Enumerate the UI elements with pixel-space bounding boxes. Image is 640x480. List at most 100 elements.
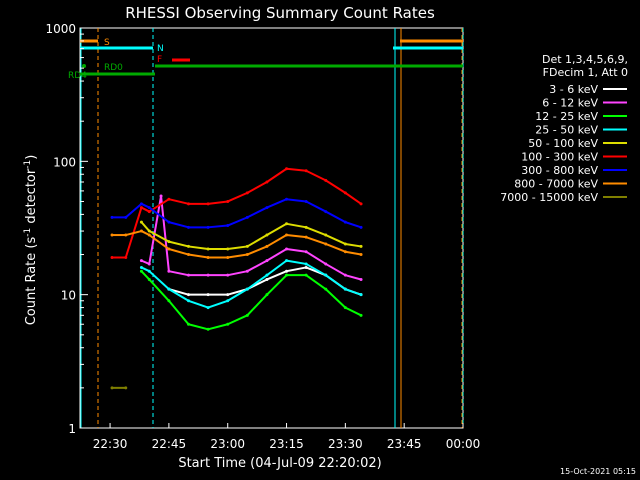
series-point — [124, 386, 128, 390]
series-point — [285, 269, 289, 273]
series-segment — [148, 195, 163, 265]
series-point — [285, 222, 289, 226]
series-layer — [110, 167, 363, 390]
series-point — [245, 191, 249, 195]
series-segment — [286, 222, 307, 229]
series-segment — [227, 216, 248, 227]
series-point — [147, 210, 151, 214]
series-segment — [168, 221, 189, 229]
x-tick-label: 23:00 — [210, 437, 245, 451]
series-point — [343, 306, 347, 310]
series-point — [285, 167, 289, 171]
series-point — [139, 265, 143, 269]
series-point — [265, 259, 269, 263]
flag-bars: S NF RD0 RD4 — [68, 38, 463, 81]
x-axis-label: Start Time (04-Jul-09 22:20:02) — [178, 456, 381, 471]
series-segment — [266, 167, 288, 183]
series-point — [324, 262, 328, 266]
series-point — [139, 259, 143, 263]
series-segment — [286, 234, 307, 239]
series-segment — [266, 259, 288, 276]
series-segment — [246, 293, 268, 317]
series-point — [186, 273, 190, 277]
series-segment — [140, 270, 151, 281]
series-point — [324, 273, 328, 277]
series-segment — [305, 263, 327, 277]
series-segment — [286, 259, 307, 265]
series-segment — [227, 245, 248, 251]
series-point — [110, 233, 114, 237]
series-point — [285, 197, 289, 201]
series-point — [167, 287, 171, 291]
series-point — [304, 225, 308, 229]
series-segment — [305, 236, 327, 245]
y-axis-label: Count Rate (s-1 detector-1) — [23, 155, 39, 326]
series-segment — [325, 263, 346, 277]
svg-text:Count Rate (s-1 detector-1): Count Rate (s-1 detector-1) — [23, 155, 39, 326]
flag-label-f: F — [157, 55, 162, 65]
series-point — [206, 273, 210, 277]
series-point — [206, 327, 210, 331]
series-6 — [110, 197, 363, 229]
y-tick-label: 10 — [61, 289, 76, 303]
series-segment — [325, 274, 346, 290]
series-segment — [286, 248, 307, 253]
series-point — [304, 273, 308, 277]
x-tick-label: 23:30 — [328, 437, 363, 451]
series-point — [226, 293, 230, 297]
y-tick-label: 1 — [68, 422, 76, 436]
series-point — [186, 322, 190, 326]
chart-title: RHESSI Observing Summary Count Rates — [125, 4, 435, 22]
legend-label: 12 - 25 keV — [535, 110, 598, 123]
series-segment — [325, 288, 347, 309]
series-point — [359, 277, 363, 281]
series-point — [186, 299, 190, 303]
series-point — [206, 293, 210, 297]
series-point — [110, 255, 114, 259]
series-point — [206, 225, 210, 229]
series-segment — [266, 234, 288, 248]
series-segment — [148, 270, 170, 290]
series-point — [226, 299, 230, 303]
series-point — [124, 215, 128, 219]
series-segment — [305, 200, 327, 213]
x-tick-label: 22:30 — [93, 437, 128, 451]
series-segment — [344, 192, 362, 205]
series-segment — [345, 221, 362, 229]
series-segment — [246, 206, 268, 219]
x-tick-label: 23:15 — [269, 437, 304, 451]
series-point — [359, 202, 363, 206]
flag-label-n: N — [157, 44, 164, 54]
series-segment — [344, 306, 362, 317]
series-segment — [227, 270, 248, 277]
series-point — [167, 247, 171, 251]
series-point — [139, 229, 143, 233]
series-point — [206, 202, 210, 206]
series-point — [139, 269, 143, 273]
series-point — [124, 255, 128, 259]
series-point — [147, 233, 151, 237]
series-2 — [139, 269, 363, 331]
x-tick-label: 22:45 — [152, 437, 187, 451]
series-point — [359, 253, 363, 257]
series-segment — [286, 266, 307, 273]
x-tick-label: 23:45 — [387, 437, 422, 451]
series-point — [324, 233, 328, 237]
series-segment — [188, 253, 209, 259]
series-point — [343, 273, 347, 277]
series-point — [167, 220, 171, 224]
series-segment — [266, 270, 287, 281]
series-point — [226, 322, 230, 326]
series-segment — [168, 248, 189, 256]
series-point — [324, 178, 328, 182]
series-segment — [246, 234, 268, 248]
series-point — [304, 250, 308, 254]
series-point — [343, 220, 347, 224]
series-point — [139, 206, 143, 210]
series-point — [245, 215, 249, 219]
series-point — [167, 240, 171, 244]
series-segment — [246, 181, 268, 194]
series-point — [359, 313, 363, 317]
legend: Det 1,3,4,5,6,9,FDecim 1, Att 0 3 - 6 keV… — [500, 53, 628, 204]
series-segment — [207, 200, 228, 205]
